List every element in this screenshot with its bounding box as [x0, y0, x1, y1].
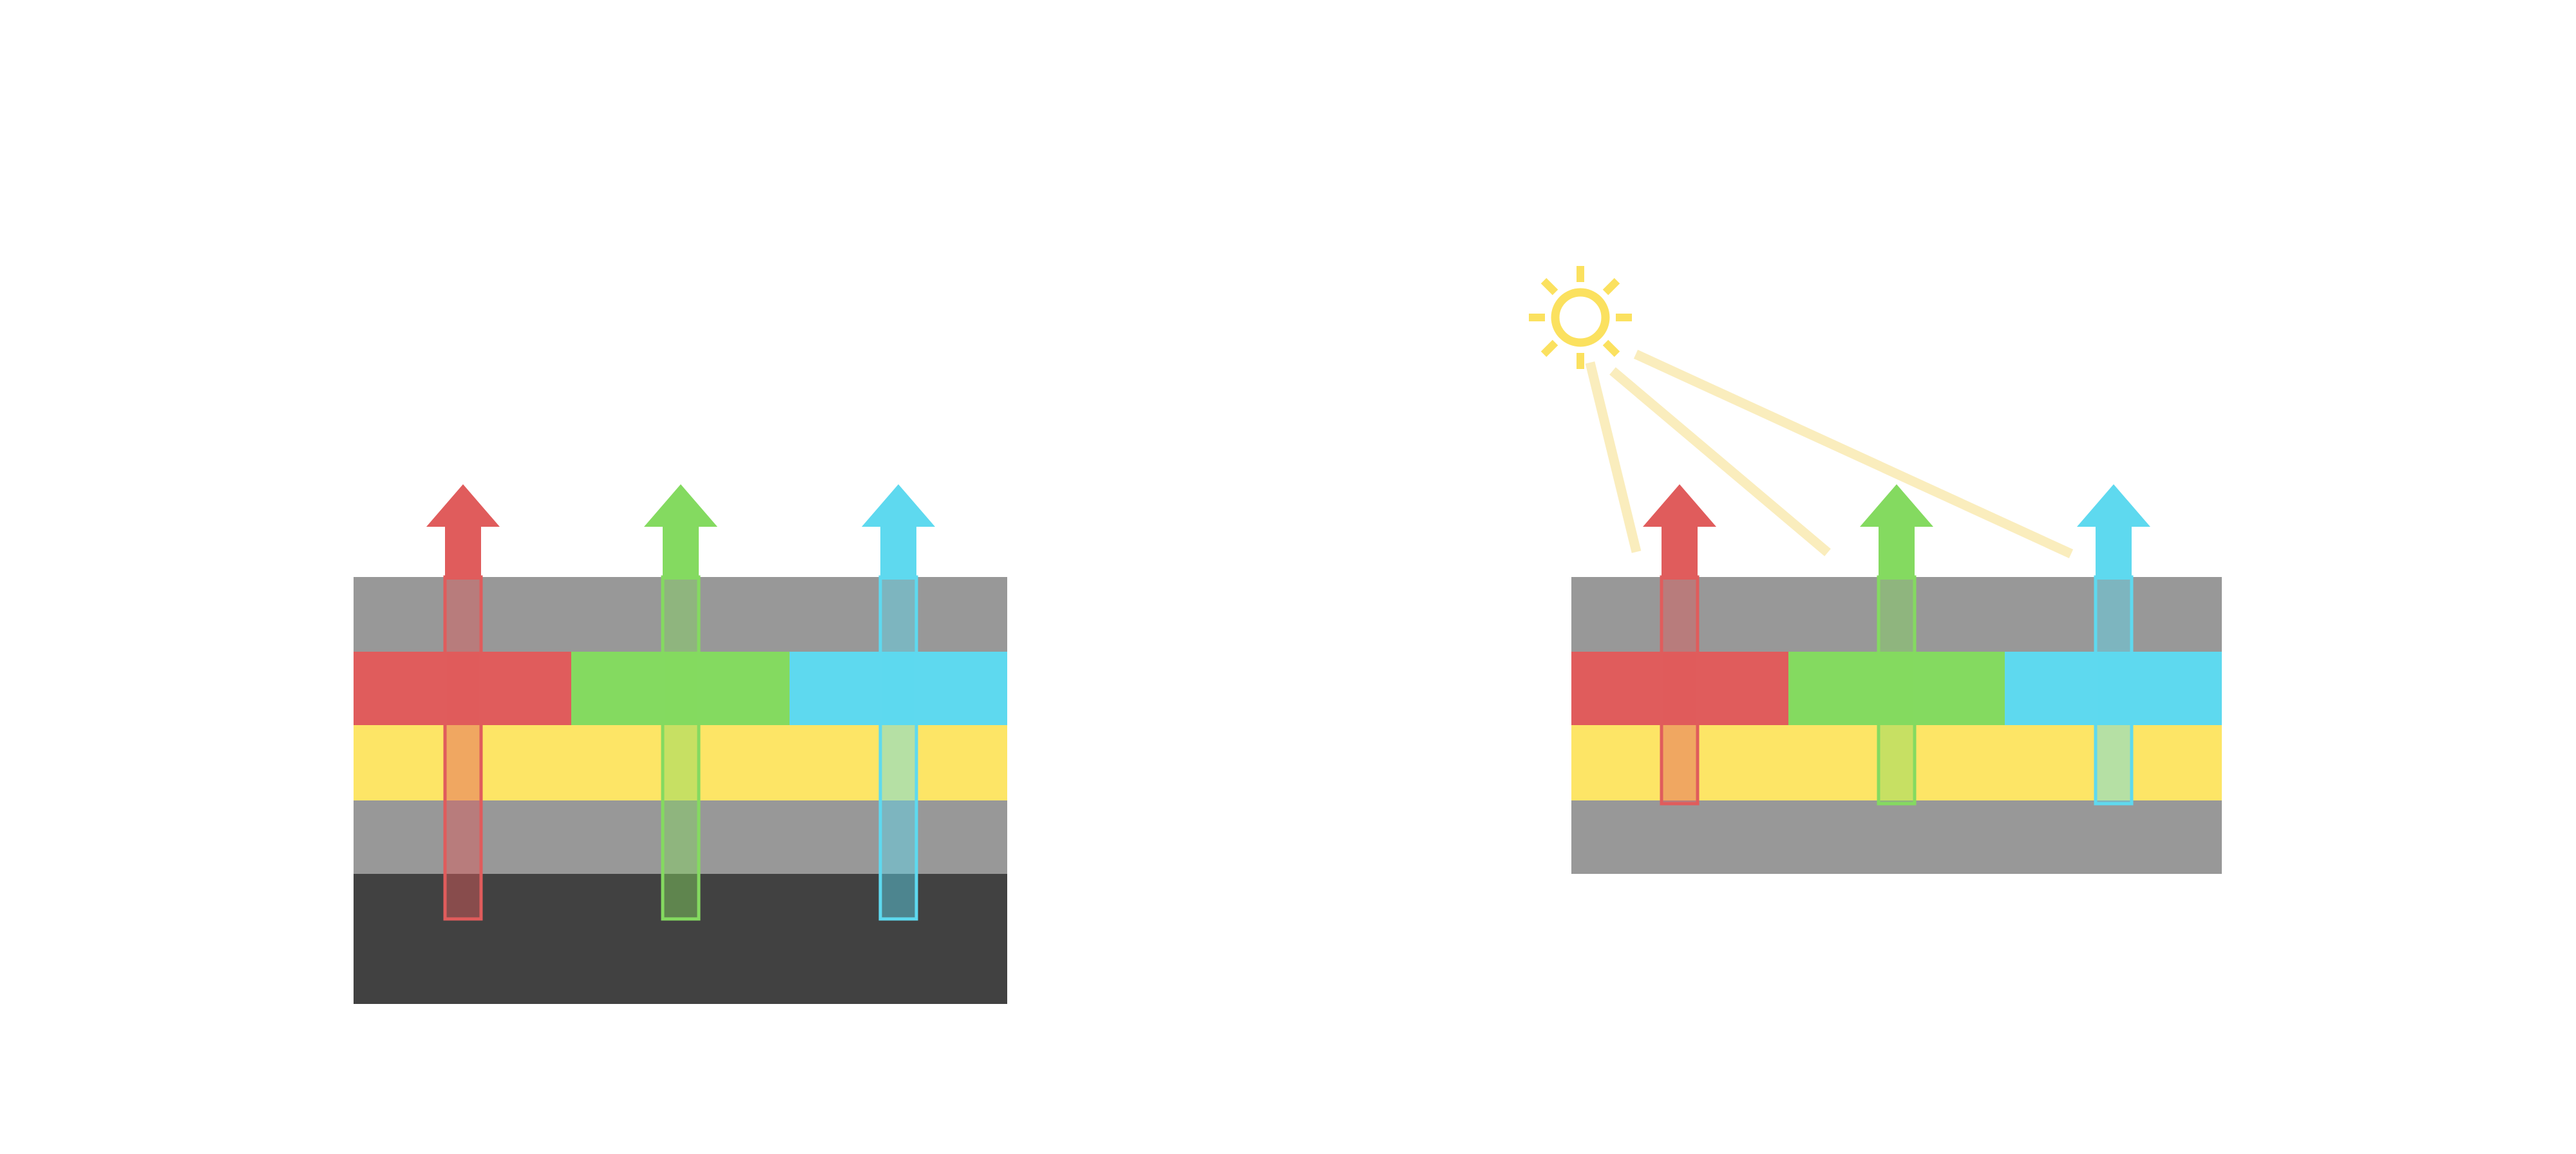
- sun-ray-ticks: [1529, 266, 1632, 369]
- left-green-arrow-shaft-through-stack: [661, 575, 701, 921]
- right-panel-reflective-stack: [1529, 266, 2222, 874]
- right-blue-light-arrow: [2077, 484, 2150, 580]
- right-top-gray-layer: [1571, 577, 2222, 652]
- sun-icon: [1529, 266, 1632, 369]
- left-red-arrow-shaft-through-stack: [443, 575, 483, 921]
- left-green-light-arrow: [644, 484, 717, 580]
- sun-ray-tick: [1602, 278, 1620, 296]
- sun-ray-tick: [1602, 339, 1620, 357]
- left-yellow-layer: [354, 725, 1007, 800]
- left-blue-subpixel-segment: [790, 652, 1007, 725]
- right-red-light-arrow: [1643, 484, 1716, 580]
- left-lower-gray-layer: [354, 800, 1007, 874]
- sunlight-beam-1: [1585, 361, 1642, 553]
- left-red-light-arrow: [426, 484, 500, 580]
- sunlight-beam-2: [1609, 367, 1831, 556]
- right-green-subpixel-segment: [1788, 652, 2005, 725]
- right-red-arrow-shaft-through-stack: [1660, 575, 1700, 806]
- right-bottom-gray-layer: [1571, 800, 2222, 874]
- right-blue-arrow-shaft-through-stack: [2094, 575, 2134, 806]
- sun-ray-tick: [1540, 339, 1558, 357]
- left-dark-backlight-substrate: [354, 874, 1007, 1004]
- right-green-light-arrow: [1860, 484, 1933, 580]
- right-blue-subpixel-segment: [2005, 652, 2222, 725]
- sunlight-beams: [1585, 350, 2074, 558]
- left-green-subpixel-segment: [571, 652, 790, 725]
- left-top-gray-layer: [354, 577, 1007, 652]
- sun-disc-outline: [1551, 288, 1610, 347]
- right-yellow-layer: [1571, 725, 2222, 800]
- left-red-subpixel-segment: [354, 652, 571, 725]
- sun-ray-tick: [1540, 278, 1558, 296]
- right-red-subpixel-segment: [1571, 652, 1788, 725]
- sunlight-beam-3: [1633, 350, 2074, 558]
- left-blue-arrow-shaft-through-stack: [878, 575, 918, 921]
- left-blue-light-arrow: [862, 484, 935, 580]
- right-green-arrow-shaft-through-stack: [1877, 575, 1917, 806]
- left-panel-emissive-stack: [354, 484, 1007, 1004]
